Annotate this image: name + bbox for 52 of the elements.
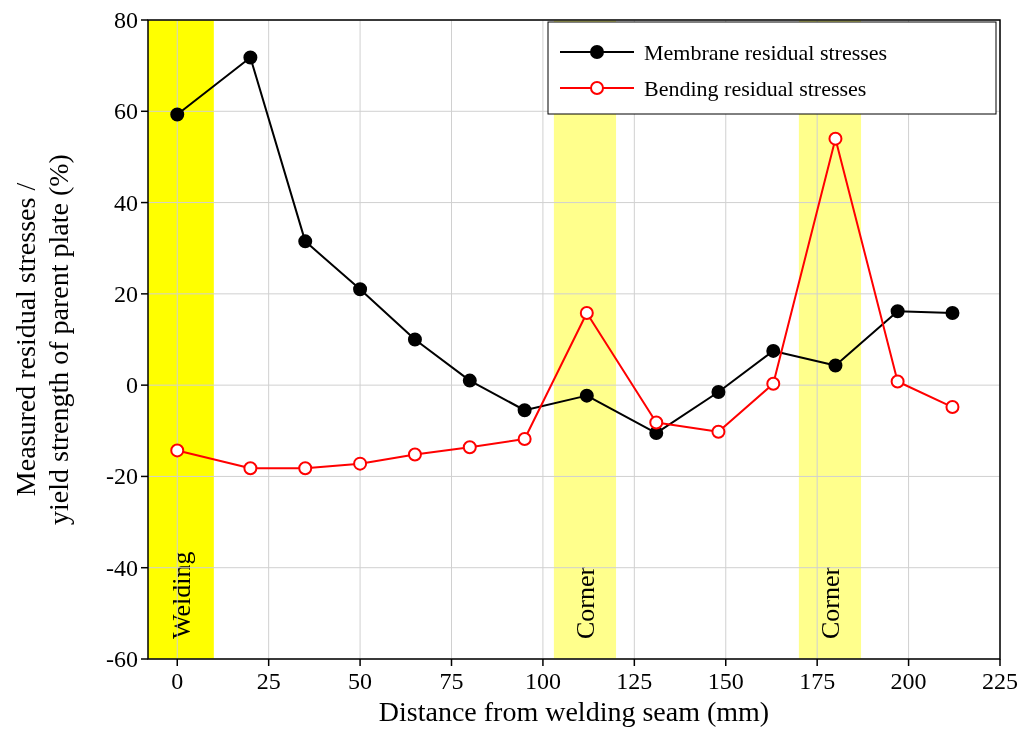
point <box>517 403 532 418</box>
x-tick-label: 100 <box>524 668 561 694</box>
point <box>298 461 313 476</box>
point <box>890 374 905 389</box>
point <box>243 461 258 476</box>
point <box>828 131 843 146</box>
x-tick-label: 200 <box>890 668 927 694</box>
x-tick-label: 25 <box>256 668 281 694</box>
point <box>462 440 477 455</box>
y-tick-label: 20 <box>114 280 138 307</box>
y-tick-label: 60 <box>114 98 138 125</box>
y-tick-label: -60 <box>106 646 138 672</box>
point <box>945 306 960 321</box>
y-tick-label: 40 <box>114 189 138 216</box>
y-tick-label: -40 <box>106 554 138 581</box>
point <box>462 373 477 388</box>
point <box>407 447 422 462</box>
x-tick-label: 50 <box>348 668 373 694</box>
band-label: Corner <box>815 566 845 639</box>
y-tick-label: 0 <box>126 372 138 399</box>
x-tick-label: 0 <box>171 668 184 694</box>
x-tick-label: 225 <box>982 668 1018 694</box>
band-label: Corner <box>570 566 600 639</box>
point <box>353 282 368 297</box>
x-axis-title: Distance from welding seam (mm) <box>378 696 770 727</box>
x-tick-label: 75 <box>439 668 464 694</box>
y-axis-title: Measured residual stresses / yield strength of parent plate (%) <box>10 154 74 525</box>
point <box>170 107 185 122</box>
x-tick-label: 150 <box>707 668 744 694</box>
point <box>579 388 594 403</box>
point <box>766 343 781 358</box>
point <box>407 332 422 347</box>
point <box>828 358 843 373</box>
point <box>579 306 594 321</box>
x-tick-label: 175 <box>799 668 836 694</box>
y-tick-label: 80 <box>114 7 138 33</box>
point <box>945 400 960 415</box>
point <box>711 424 726 439</box>
point <box>170 443 185 458</box>
point <box>890 304 905 319</box>
point <box>243 50 258 65</box>
x-tick-label: 125 <box>616 668 653 694</box>
y-tick-label: -20 <box>106 463 138 490</box>
point <box>517 432 532 446</box>
point <box>298 234 313 249</box>
point <box>353 456 368 471</box>
band-label: Welding <box>166 551 196 639</box>
legend-label: Membrane residual stresses <box>644 40 888 65</box>
legend-label: Bending residual stresses <box>644 76 867 101</box>
point <box>711 384 726 399</box>
point <box>766 376 781 391</box>
point <box>649 415 664 430</box>
